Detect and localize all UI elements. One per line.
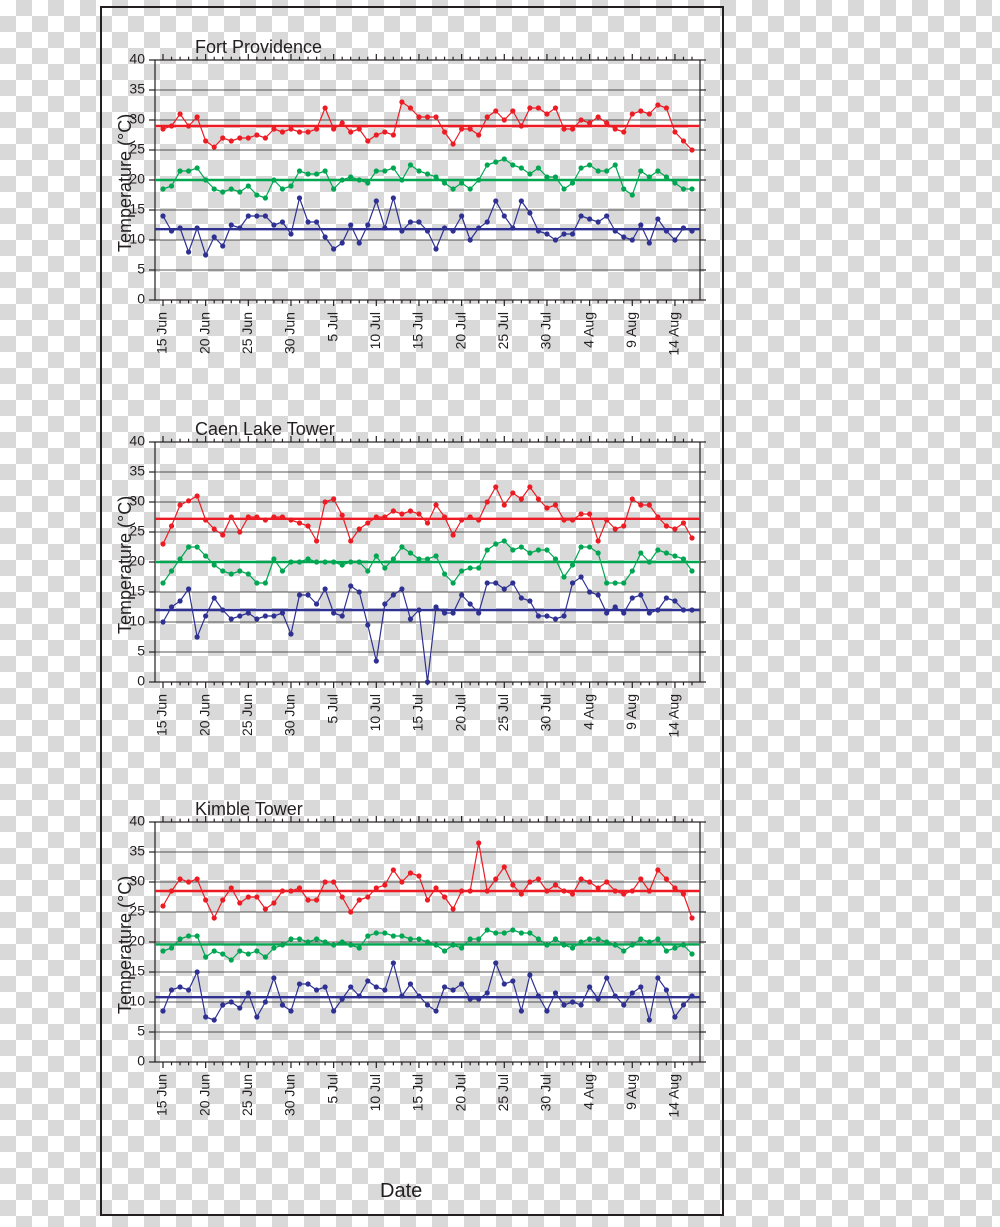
svg-text:0: 0	[137, 673, 145, 689]
panel-title-caen-lake-tower: Caen Lake Tower	[195, 419, 335, 440]
y-axis-label-fort-providence: Temperature (°C)	[115, 114, 136, 252]
svg-text:14 Aug: 14 Aug	[666, 312, 682, 356]
svg-text:25 Jul: 25 Jul	[495, 312, 511, 349]
svg-text:4 Aug: 4 Aug	[580, 1074, 596, 1110]
svg-text:30 Jun: 30 Jun	[282, 312, 298, 354]
svg-text:25 Jun: 25 Jun	[239, 694, 255, 736]
svg-text:35: 35	[129, 81, 145, 97]
svg-text:14 Aug: 14 Aug	[666, 1074, 682, 1118]
svg-text:15 Jun: 15 Jun	[154, 694, 170, 736]
svg-text:30 Jun: 30 Jun	[282, 694, 298, 736]
svg-text:25 Jun: 25 Jun	[239, 1074, 255, 1116]
svg-text:40: 40	[129, 433, 145, 449]
svg-text:5 Jul: 5 Jul	[324, 312, 340, 342]
svg-text:15 Jun: 15 Jun	[154, 1074, 170, 1116]
y-axis-label-kimble-tower: Temperature (°C)	[115, 876, 136, 1014]
svg-text:30 Jul: 30 Jul	[538, 694, 554, 731]
svg-text:15 Jul: 15 Jul	[410, 1074, 426, 1111]
svg-text:20 Jun: 20 Jun	[196, 1074, 212, 1116]
svg-text:5: 5	[137, 1023, 145, 1039]
svg-text:10 Jul: 10 Jul	[367, 1074, 383, 1111]
svg-text:4 Aug: 4 Aug	[580, 312, 596, 348]
svg-text:35: 35	[129, 843, 145, 859]
svg-text:40: 40	[129, 51, 145, 67]
svg-text:10 Jul: 10 Jul	[367, 694, 383, 731]
svg-text:20 Jul: 20 Jul	[452, 1074, 468, 1111]
svg-text:15 Jul: 15 Jul	[410, 694, 426, 731]
svg-text:20 Jun: 20 Jun	[196, 312, 212, 354]
svg-text:15 Jun: 15 Jun	[154, 312, 170, 354]
y-axis-label-caen-lake-tower: Temperature (°C)	[115, 496, 136, 634]
svg-text:5: 5	[137, 643, 145, 659]
svg-text:15 Jul: 15 Jul	[410, 312, 426, 349]
svg-text:30 Jul: 30 Jul	[538, 1074, 554, 1111]
svg-text:30 Jul: 30 Jul	[538, 312, 554, 349]
svg-text:10 Jul: 10 Jul	[367, 312, 383, 349]
svg-text:20 Jun: 20 Jun	[196, 694, 212, 736]
svg-text:5: 5	[137, 261, 145, 277]
svg-text:14 Aug: 14 Aug	[666, 694, 682, 738]
svg-text:25 Jun: 25 Jun	[239, 312, 255, 354]
svg-text:20 Jul: 20 Jul	[452, 312, 468, 349]
svg-text:9 Aug: 9 Aug	[623, 694, 639, 730]
svg-text:20 Jul: 20 Jul	[452, 694, 468, 731]
svg-text:9 Aug: 9 Aug	[623, 1074, 639, 1110]
svg-text:0: 0	[137, 1053, 145, 1069]
svg-text:30 Jun: 30 Jun	[282, 1074, 298, 1116]
svg-text:4 Aug: 4 Aug	[580, 694, 596, 730]
svg-text:35: 35	[129, 463, 145, 479]
svg-text:5 Jul: 5 Jul	[324, 694, 340, 724]
panel-title-kimble-tower: Kimble Tower	[195, 799, 303, 820]
svg-text:9 Aug: 9 Aug	[623, 312, 639, 348]
x-axis-label: Date	[380, 1180, 422, 1203]
svg-text:40: 40	[129, 813, 145, 829]
svg-text:25 Jul: 25 Jul	[495, 1074, 511, 1111]
svg-text:0: 0	[137, 291, 145, 307]
svg-text:25 Jul: 25 Jul	[495, 694, 511, 731]
panel-title-fort-providence: Fort Providence	[195, 37, 322, 58]
svg-text:5 Jul: 5 Jul	[324, 1074, 340, 1104]
